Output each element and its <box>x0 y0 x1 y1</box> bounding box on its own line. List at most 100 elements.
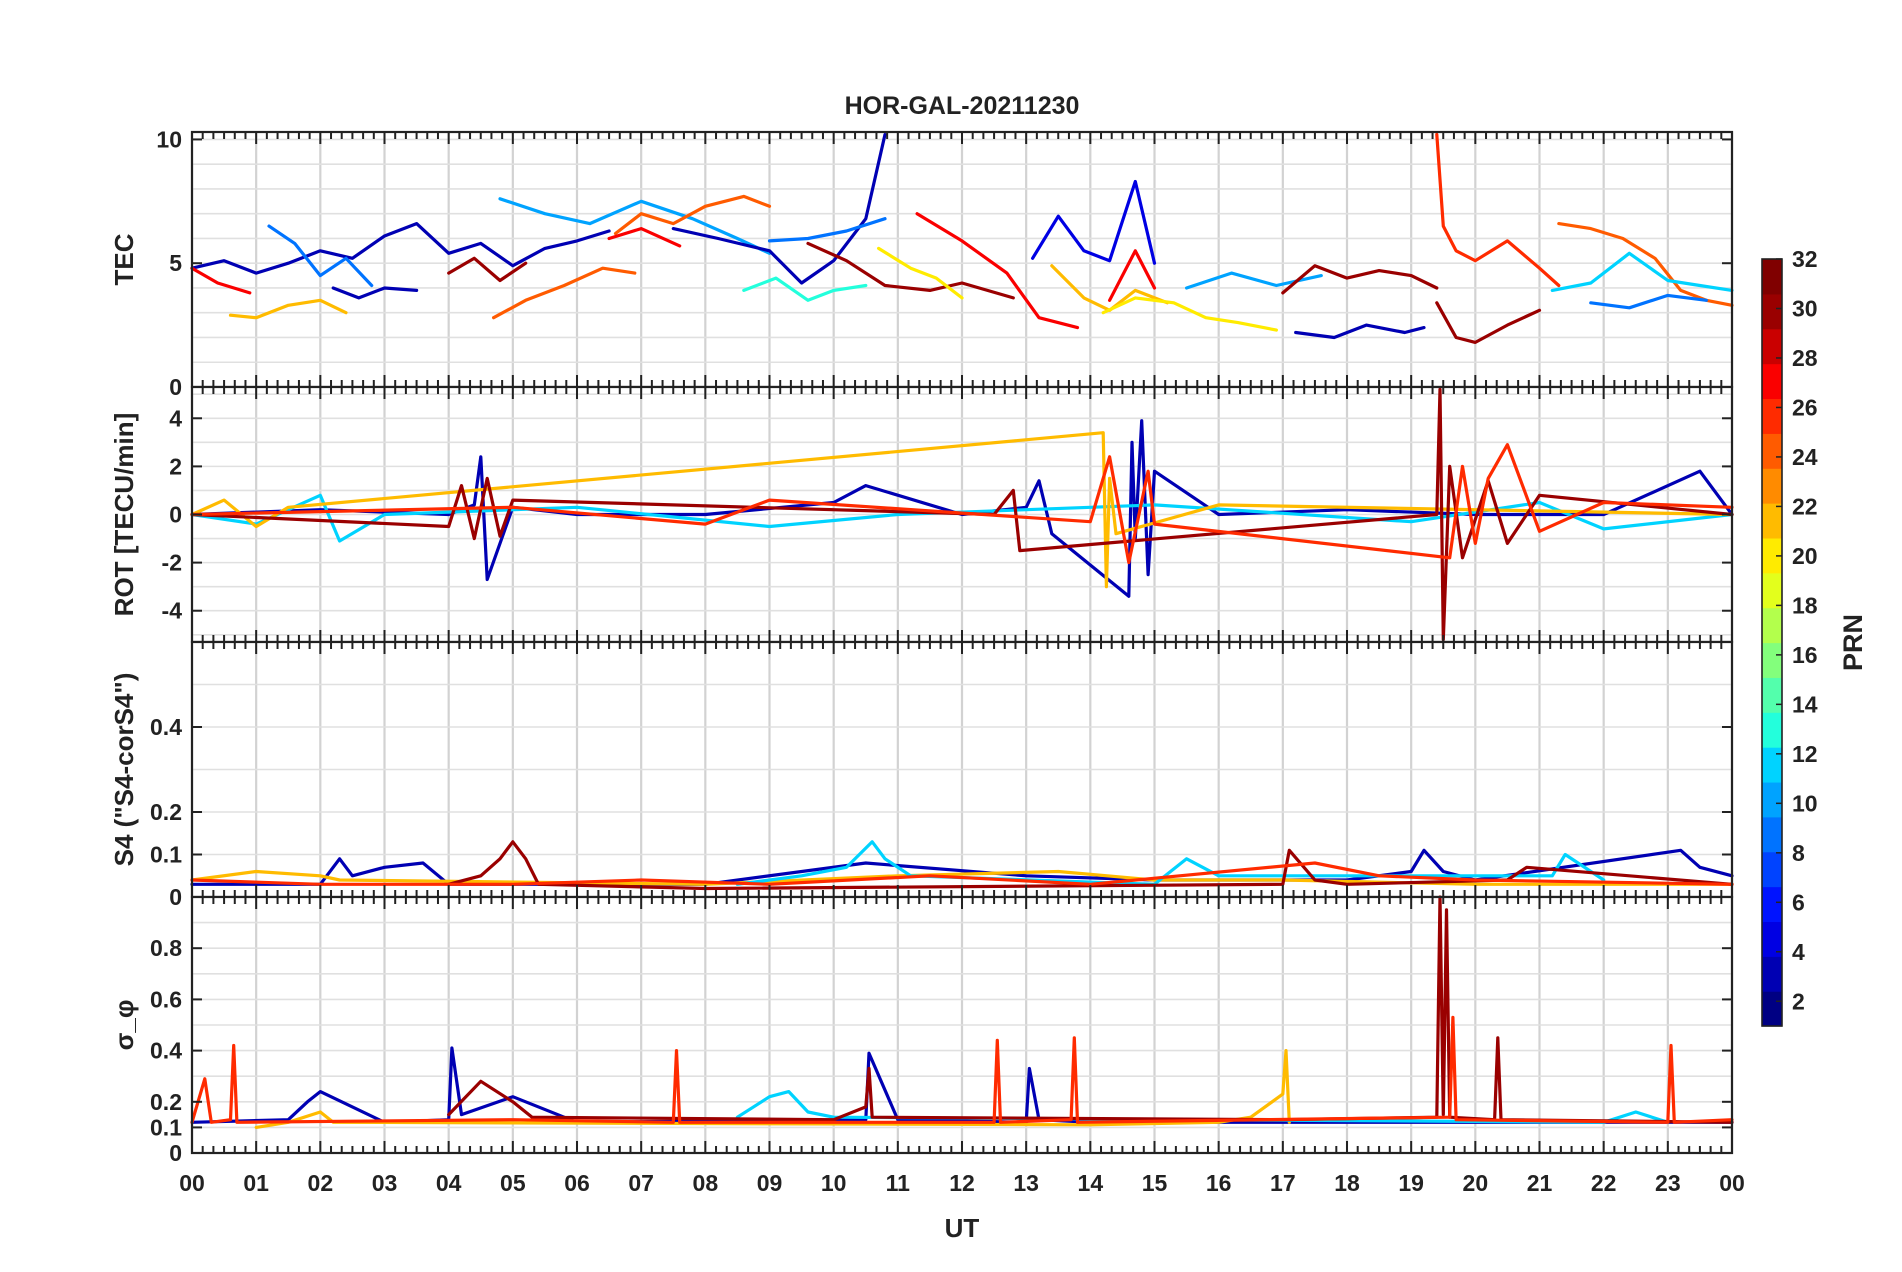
colorbar-segment <box>1762 677 1782 713</box>
figure-title: HOR-GAL-20211230 <box>845 92 1080 120</box>
x-tick-label: 09 <box>757 1170 783 1196</box>
colorbar-segment <box>1762 259 1782 295</box>
colorbar-segment <box>1762 991 1782 1027</box>
y-tick-label: 0 <box>169 1140 182 1166</box>
colorbar-tick-label: 6 <box>1792 889 1805 915</box>
x-tick-label: 14 <box>1078 1170 1104 1196</box>
series-line-prn-31 <box>806 241 1015 300</box>
series-line-prn-8 <box>1589 293 1708 310</box>
x-axis-label: UT <box>945 1213 980 1243</box>
y-tick-label: 0 <box>169 374 182 400</box>
x-tick-label: 13 <box>1013 1170 1039 1196</box>
series-line-prn-30 <box>447 256 528 283</box>
colorbar-tick-label: 26 <box>1792 394 1818 420</box>
y-tick-label: 2 <box>169 453 182 479</box>
y-tick-label: 0.6 <box>150 986 182 1012</box>
y-tick-label: 10 <box>156 126 182 152</box>
x-tick-label: 05 <box>500 1170 526 1196</box>
x-tick-label: 22 <box>1591 1170 1617 1196</box>
series-line-prn-27 <box>190 266 252 295</box>
colorbar-tick-label: 28 <box>1792 345 1818 371</box>
colorbar-segment <box>1762 468 1782 504</box>
colorbar-tick-label: 22 <box>1792 493 1818 519</box>
colorbar-segment <box>1762 363 1782 400</box>
series-line-prn-30 <box>1281 264 1439 295</box>
colorbar-frame <box>1761 258 1783 1027</box>
colorbar-tick-label: 4 <box>1792 939 1805 965</box>
colorbar-segment <box>1762 503 1782 539</box>
y-axis-label: ROT [TECU/min] <box>109 413 139 617</box>
y-tick-label: -2 <box>162 550 182 576</box>
series-line-prn-3 <box>190 222 611 275</box>
series-line-prn-2 <box>1294 323 1426 340</box>
series-line-prn-3 <box>671 132 887 285</box>
series-line-prn-2 <box>331 286 419 300</box>
y-axis-label: S4 ("S4-corS4") <box>109 673 139 867</box>
colorbar-segment <box>1762 921 1782 957</box>
series-line-prn-12 <box>1550 251 1734 292</box>
y-axis-label: TEC <box>109 233 139 285</box>
colorbar-tick-label: 14 <box>1792 691 1818 717</box>
colorbar-segment <box>1762 712 1782 748</box>
colorbar-segment <box>1762 956 1782 992</box>
x-tick-label: 10 <box>821 1170 847 1196</box>
series-line-prn-4 <box>1030 179 1157 265</box>
panel-sigmaphi: 00.10.2 0.4 0.6 0.8 σ_φ <box>109 895 1734 1166</box>
x-tick-label: 19 <box>1398 1170 1424 1196</box>
x-tick-label: 03 <box>372 1170 398 1196</box>
y-tick-label: 5 <box>169 250 182 276</box>
series-line-prn-21 <box>228 298 348 320</box>
y-tick-label: 0.4 <box>150 714 182 740</box>
series-line-prn-26 <box>1435 132 1561 288</box>
colorbar-tick-label: 12 <box>1792 741 1818 767</box>
colorbar-segment <box>1762 607 1782 644</box>
colorbar-segment <box>1762 886 1782 923</box>
x-tick-label: 11 <box>886 1170 911 1196</box>
colorbar-tick-label: 18 <box>1792 592 1818 618</box>
y-tick-label: 0 <box>169 884 182 910</box>
panel-s4: 0 0.1 0.2 0.4 S4 ("S4-corS4") <box>109 640 1734 910</box>
colorbar-tick-label: 30 <box>1792 295 1818 321</box>
series-line-prn-9 <box>267 224 374 288</box>
x-tick-label: 21 <box>1527 1170 1553 1196</box>
colorbar-segment <box>1762 851 1782 888</box>
x-tick-label: 00 <box>179 1170 205 1196</box>
colorbar-tick-label: 2 <box>1792 988 1805 1014</box>
x-tick-label: 01 <box>243 1170 269 1196</box>
series-line-prn-12 <box>190 493 1734 543</box>
colorbar-segment <box>1762 747 1782 783</box>
x-tick-label: 15 <box>1142 1170 1168 1196</box>
series-line-prn-12 <box>735 1089 1670 1124</box>
series-line-prn-20 <box>1101 296 1279 332</box>
series-line-prn-26 <box>190 861 1734 886</box>
series-line-prn-21 <box>254 1048 1291 1130</box>
x-tick-label: 02 <box>308 1170 334 1196</box>
x-tick-label: 04 <box>436 1170 462 1196</box>
y-tick-label: 4 <box>169 405 182 431</box>
series-line-prn-10 <box>498 197 772 255</box>
colorbar-tick-label: 20 <box>1792 543 1818 569</box>
x-tick-label: 12 <box>949 1170 975 1196</box>
colorbar-segment <box>1762 816 1782 853</box>
colorbar-segment <box>1762 433 1782 469</box>
series-line-prn-24 <box>492 266 637 320</box>
y-tick-label: 0.1 <box>150 842 182 868</box>
series-line-prn-27 <box>915 212 1080 330</box>
x-tick-label: 17 <box>1270 1170 1296 1196</box>
series-line-prn-8 <box>767 217 887 243</box>
colorbar-tick-label: 24 <box>1792 444 1818 470</box>
series-line-prn-31 <box>1435 301 1542 344</box>
x-tick-label: 07 <box>628 1170 654 1196</box>
series-line-prn-26 <box>190 1015 1734 1124</box>
colorbar-segment <box>1762 328 1782 365</box>
colorbar-segment <box>1762 572 1782 609</box>
x-tick-label: 23 <box>1655 1170 1681 1196</box>
series-line-prn-13 <box>742 276 868 302</box>
colorbar-tick-label: 16 <box>1792 642 1818 668</box>
panel-tec: 0 5 10 TEC <box>109 126 1734 400</box>
y-tick-label: 0 <box>169 502 182 528</box>
colorbar-tick-label: 10 <box>1792 790 1818 816</box>
y-axis-label: σ_φ <box>109 1000 139 1051</box>
